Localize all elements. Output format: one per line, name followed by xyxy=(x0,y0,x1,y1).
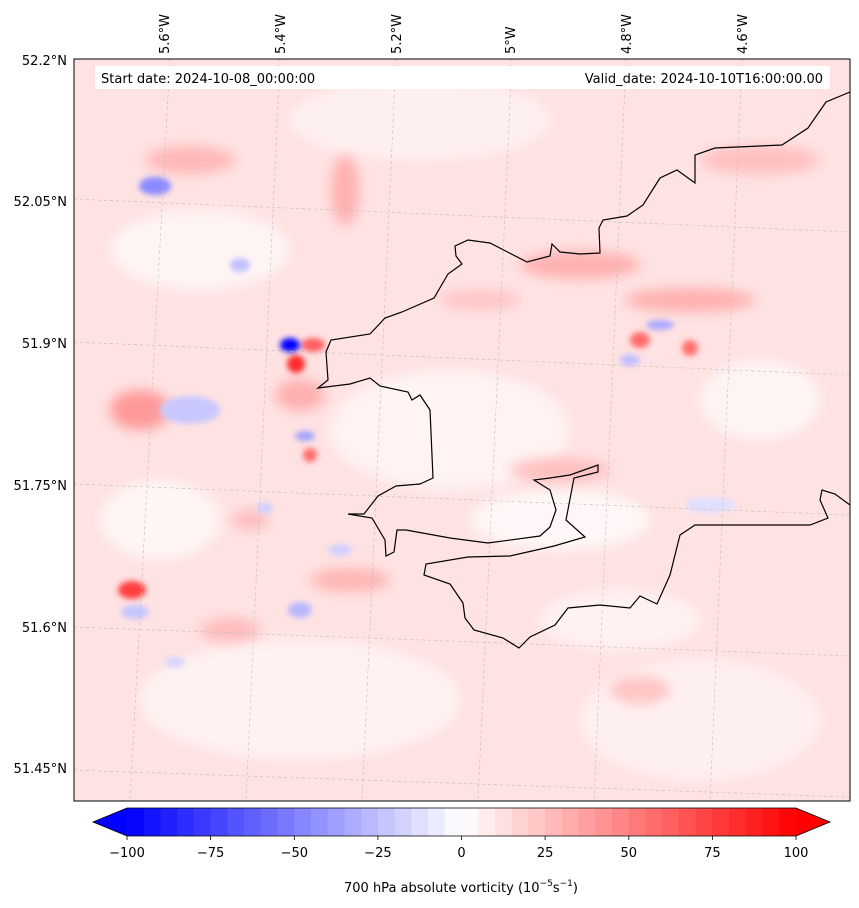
field-negative-regions xyxy=(121,177,735,667)
colorbar-tick-labels: −100 −75 −50 −25 0 25 50 75 100 xyxy=(109,846,808,861)
lat-tick-label: 52.05°N xyxy=(14,195,67,210)
colorbar-segment xyxy=(444,808,463,836)
colorbar-segments xyxy=(127,808,797,836)
lon-tick-label: 5°W xyxy=(504,26,519,54)
lon-tick-label: 5.6°W xyxy=(158,14,173,54)
colorbar-segment xyxy=(177,808,195,836)
colorbar-segment xyxy=(511,808,530,836)
colorbar-segment xyxy=(595,808,613,836)
colorbar-segment xyxy=(762,808,780,836)
lat-tick-label: 52.2°N xyxy=(22,54,67,69)
lon-tick-label: 5.4°W xyxy=(274,14,289,54)
colorbar-segment xyxy=(294,808,312,836)
colorbar-segment xyxy=(277,808,295,836)
lat-tick-labels: 52.2°N 52.05°N 51.9°N 51.75°N 51.6°N 51.… xyxy=(14,54,67,777)
colorbar-segment xyxy=(361,808,379,836)
colorbar-segment xyxy=(678,808,697,836)
colorbar-segment xyxy=(411,808,429,836)
colorbar-segment xyxy=(695,808,713,836)
colorbar-title: 700 hPa absolute vorticity (10−5s−1) xyxy=(344,879,578,896)
info-box xyxy=(95,66,830,89)
colorbar-segment xyxy=(712,808,730,836)
colorbar-segment xyxy=(394,808,412,836)
colorbar-segment xyxy=(344,808,362,836)
colorbar-segment xyxy=(160,808,178,836)
map-frame xyxy=(73,58,851,802)
colorbar-tick-label: 100 xyxy=(784,846,809,861)
colorbar-tick-label: 25 xyxy=(537,846,554,861)
field-strong-regions xyxy=(118,332,698,599)
start-date-label: Start date: 2024-10-08_00:00:00 xyxy=(101,72,315,87)
gridlines xyxy=(74,59,850,801)
lat-tick-label: 51.75°N xyxy=(14,479,67,494)
colorbar-tick-label: 50 xyxy=(621,846,638,861)
colorbar-tick-label: −75 xyxy=(197,846,224,861)
colorbar-segment xyxy=(612,808,630,836)
colorbar-tick-label: 0 xyxy=(457,846,465,861)
colorbar-segment xyxy=(244,808,262,836)
colorbar: −100 −75 −50 −25 0 25 50 75 100 700 hPa … xyxy=(91,807,832,896)
colorbar-segment xyxy=(545,808,563,836)
lon-tick-label: 5.2°W xyxy=(390,14,405,54)
colorbar-segment xyxy=(227,808,245,836)
colorbar-segment xyxy=(260,808,279,836)
colorbar-segment xyxy=(143,808,162,836)
colorbar-segment xyxy=(578,808,596,836)
colorbar-min-extend xyxy=(93,808,127,836)
lat-tick-label: 51.6°N xyxy=(22,621,67,636)
colorbar-segment xyxy=(327,808,346,836)
colorbar-ticks xyxy=(126,836,797,840)
lat-tick-label: 51.9°N xyxy=(22,337,67,352)
map-panel: Start date: 2024-10-08_00:00:00 Valid_da… xyxy=(14,14,851,802)
colorbar-segment xyxy=(729,808,747,836)
colorbar-segment xyxy=(210,808,228,836)
colorbar-segment xyxy=(127,808,145,836)
colorbar-segment xyxy=(461,808,479,836)
lon-tick-labels: 5.6°W 5.4°W 5.2°W 5°W 4.8°W 4.6°W xyxy=(158,14,751,54)
colorbar-tick-label: −50 xyxy=(281,846,308,861)
colorbar-segment xyxy=(428,808,446,836)
valid-date-label: Valid_date: 2024-10-10T16:00:00.00 xyxy=(585,72,823,87)
colorbar-segment xyxy=(478,808,496,836)
colorbar-tick-label: 75 xyxy=(704,846,721,861)
colorbar-segment xyxy=(528,808,546,836)
lon-tick-label: 4.8°W xyxy=(620,14,635,54)
colorbar-segment xyxy=(662,808,680,836)
colorbar-segment xyxy=(645,808,663,836)
colorbar-segment xyxy=(561,808,580,836)
colorbar-segment xyxy=(193,808,212,836)
colorbar-segment xyxy=(310,808,329,836)
colorbar-segment xyxy=(377,808,396,836)
field-mid-regions xyxy=(110,146,820,704)
lat-tick-label: 51.45°N xyxy=(14,762,67,777)
coastline xyxy=(315,91,850,649)
colorbar-max-extend xyxy=(796,808,830,836)
vorticity-field xyxy=(74,59,850,801)
colorbar-tick-label: −100 xyxy=(109,846,145,861)
colorbar-tick-label: −25 xyxy=(364,846,391,861)
lon-tick-label: 4.6°W xyxy=(736,14,751,54)
colorbar-segment xyxy=(628,808,647,836)
colorbar-segment xyxy=(779,808,797,836)
colorbar-segment xyxy=(494,808,513,836)
colorbar-segment xyxy=(745,808,764,836)
